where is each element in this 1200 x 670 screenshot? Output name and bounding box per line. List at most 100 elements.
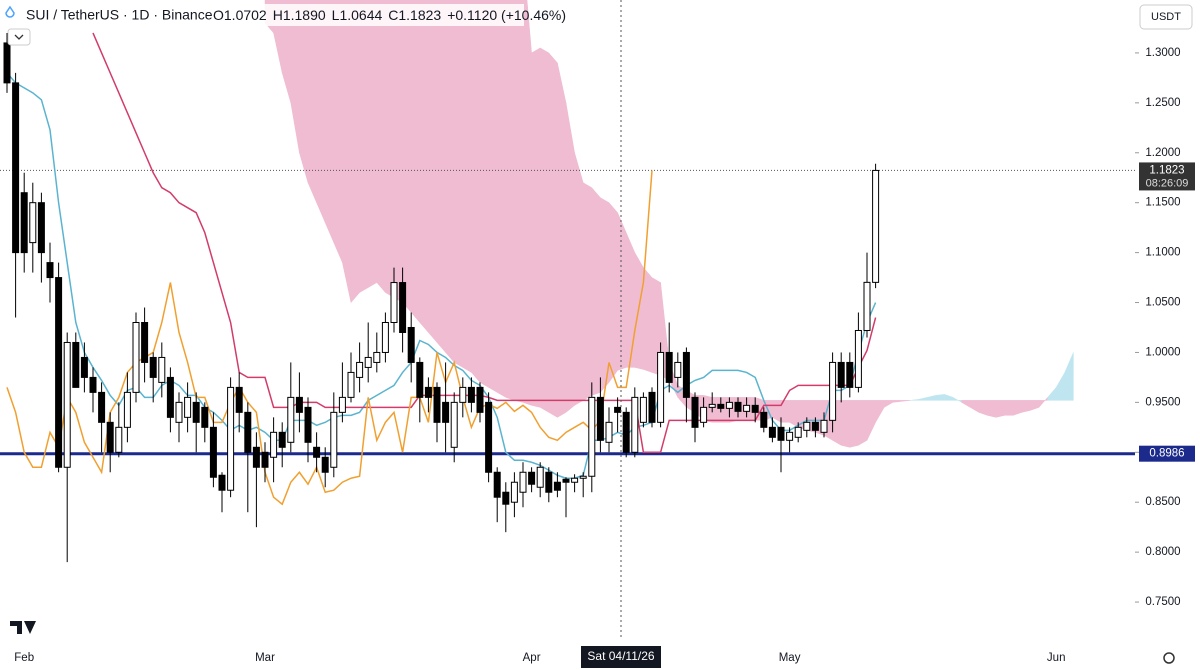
candle-body	[330, 411, 338, 468]
candle-body	[751, 404, 759, 413]
candle-body	[46, 262, 54, 279]
candle-body	[837, 361, 845, 388]
hline-label: 0.8986	[1149, 448, 1184, 460]
candle-body	[476, 386, 484, 413]
cloud-segment	[952, 396, 962, 403]
candle-body	[829, 361, 837, 421]
candle-body	[682, 351, 690, 398]
crosshair-label-bg	[581, 646, 661, 668]
candle-body	[89, 376, 97, 393]
x-tick-label: Mar	[255, 652, 275, 664]
cloud-segment	[935, 394, 945, 401]
settings-icon[interactable]	[1163, 652, 1175, 664]
cloud-segment	[436, 0, 446, 354]
candle-body	[37, 202, 45, 254]
cloud-segment	[462, 0, 472, 373]
cloud-segment	[514, 0, 524, 403]
cloud-segment	[600, 197, 610, 394]
cloud-segment	[608, 202, 618, 384]
candle-body	[553, 481, 561, 491]
candle-body	[364, 356, 372, 368]
candle-body	[63, 341, 71, 468]
cloud-segment	[290, 0, 300, 153]
cloud-segment	[892, 400, 902, 403]
candle-body	[55, 277, 63, 468]
y-tick-label: 0.8000	[1145, 546, 1180, 558]
candle-body	[854, 329, 862, 388]
candle-body	[295, 396, 303, 413]
cloud-segment	[918, 397, 928, 401]
cloud-segment	[789, 400, 799, 428]
cloud-segment	[995, 400, 1005, 418]
candle-body	[141, 321, 149, 363]
candle-body	[502, 491, 510, 505]
candle-body	[407, 326, 415, 363]
cloud-segment	[531, 47, 541, 408]
candle-body	[313, 446, 321, 458]
cloud-segment	[445, 0, 455, 364]
cloud-segment	[376, 0, 386, 294]
cloud-segment	[969, 400, 980, 413]
candle-body	[536, 466, 544, 488]
collapse-button[interactable]	[7, 28, 31, 46]
candle-body	[614, 406, 622, 413]
candle-body	[768, 426, 776, 438]
cloud-segment	[565, 102, 575, 413]
candle-body	[166, 376, 174, 418]
candle-body	[227, 386, 235, 491]
cloud-segment	[720, 397, 730, 423]
currency-label: USDT	[1151, 11, 1181, 23]
candle-body	[571, 477, 579, 483]
indicator-line	[92, 32, 877, 454]
candle-body	[528, 471, 536, 485]
candle-body	[338, 396, 346, 413]
candle-body	[467, 386, 475, 403]
cloud-segment	[987, 400, 997, 418]
candle-body	[106, 421, 114, 453]
candle-body	[192, 401, 200, 423]
hline-box	[1139, 445, 1195, 462]
candle-body	[725, 401, 733, 409]
cloud-segment	[402, 0, 412, 314]
last-price-box	[1139, 162, 1195, 191]
candle-body	[209, 426, 217, 478]
y-tick-label: 1.3000	[1145, 47, 1180, 59]
candle-body	[261, 451, 269, 468]
cloud-segment	[772, 400, 782, 423]
candle-body	[450, 401, 458, 448]
cloud-segment	[1047, 386, 1057, 401]
candle-body	[175, 401, 183, 423]
x-tick-label: Feb	[14, 652, 34, 664]
candle-body	[304, 406, 312, 443]
cloud-segment	[410, 0, 421, 324]
cloud-segment	[1064, 352, 1074, 401]
x-tick-label: Apr	[523, 652, 541, 664]
currency-button[interactable]	[1139, 4, 1193, 30]
candle-body	[184, 396, 192, 418]
y-tick-label: 1.0500	[1145, 297, 1180, 309]
candle-body	[803, 421, 811, 431]
candle-body	[510, 481, 518, 503]
cloud-segment	[333, 0, 343, 263]
x-tick-label: May	[779, 652, 801, 664]
ohlc-legend: O1.0702 H1.1890 L1.0644 C1.1823 +0.1120 (+10…	[213, 7, 566, 23]
cloud-segment	[591, 187, 601, 396]
y-tick-label: 0.8500	[1145, 496, 1180, 508]
cloud-segment	[316, 0, 326, 223]
cloud-layer	[264, 0, 1074, 448]
candle-body	[132, 321, 140, 393]
candle-body	[588, 396, 596, 477]
candle-body	[596, 396, 604, 441]
cloud-segment	[1004, 400, 1014, 416]
cloud-segment	[557, 62, 567, 418]
cloud-segment	[1055, 371, 1066, 401]
candle-body	[278, 431, 286, 448]
cloud-segment	[866, 400, 876, 441]
candle-body	[562, 478, 570, 483]
x-tick-label: Jun	[1047, 652, 1066, 664]
indicator-line	[6, 72, 877, 480]
candle-layer	[3, 32, 880, 563]
crosshair-label: Sat 04/11/26	[587, 649, 654, 663]
cloud-segment	[909, 399, 919, 401]
candle-body	[777, 426, 785, 441]
